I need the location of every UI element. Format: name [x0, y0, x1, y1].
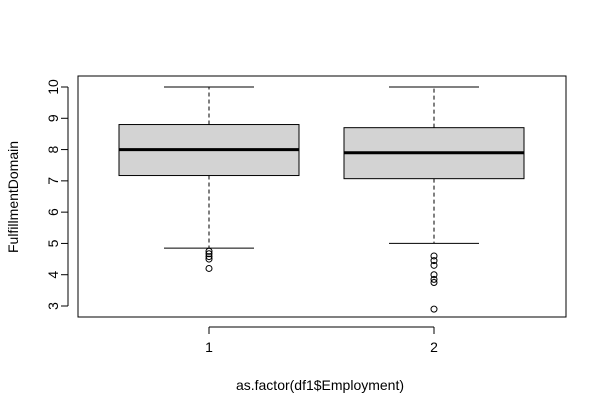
outlier-point — [430, 305, 438, 313]
outlier-point — [205, 253, 213, 261]
y-tick-label: 9 — [45, 114, 61, 122]
box-group-1 — [118, 86, 300, 272]
outlier-point — [430, 252, 438, 260]
y-tick-label: 7 — [45, 177, 61, 185]
y-tick-label: 10 — [45, 79, 61, 95]
y-tick-label: 5 — [45, 239, 61, 247]
outlier-point — [205, 247, 213, 255]
x-tick-label: 2 — [430, 339, 438, 355]
y-axis: 3 4 5 6 7 8 9 10 — [45, 79, 69, 310]
outlier-point — [430, 271, 438, 279]
outlier-point — [205, 250, 213, 258]
y-tick-label: 4 — [45, 271, 61, 279]
x-tick-label: 1 — [205, 339, 213, 355]
y-tick-label: 3 — [45, 302, 61, 310]
y-axis-title: FulfillmentDomain — [5, 141, 21, 253]
outlier-point — [430, 257, 438, 265]
outlier-point — [205, 255, 213, 263]
boxes — [118, 86, 525, 313]
plot-frame — [77, 75, 567, 318]
box-group-2 — [343, 86, 525, 313]
outlier-point — [430, 279, 438, 287]
y-tick-label: 8 — [45, 145, 61, 153]
y-tick-label: 6 — [45, 208, 61, 216]
outlier-point — [430, 275, 438, 283]
outlier-point — [430, 261, 438, 269]
x-axis-title: as.factor(df1$Employment) — [236, 377, 404, 393]
outlier-point — [205, 264, 213, 272]
